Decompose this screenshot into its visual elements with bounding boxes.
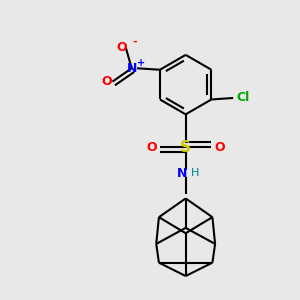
Text: O: O: [117, 41, 128, 54]
Text: S: S: [180, 140, 191, 154]
Text: O: O: [214, 140, 225, 154]
Text: N: N: [127, 62, 137, 75]
Text: -: -: [132, 37, 137, 47]
Text: N: N: [177, 167, 187, 180]
Text: +: +: [136, 58, 145, 68]
Text: O: O: [147, 140, 158, 154]
Text: O: O: [102, 75, 112, 88]
Text: H: H: [190, 168, 199, 178]
Text: Cl: Cl: [236, 92, 249, 104]
